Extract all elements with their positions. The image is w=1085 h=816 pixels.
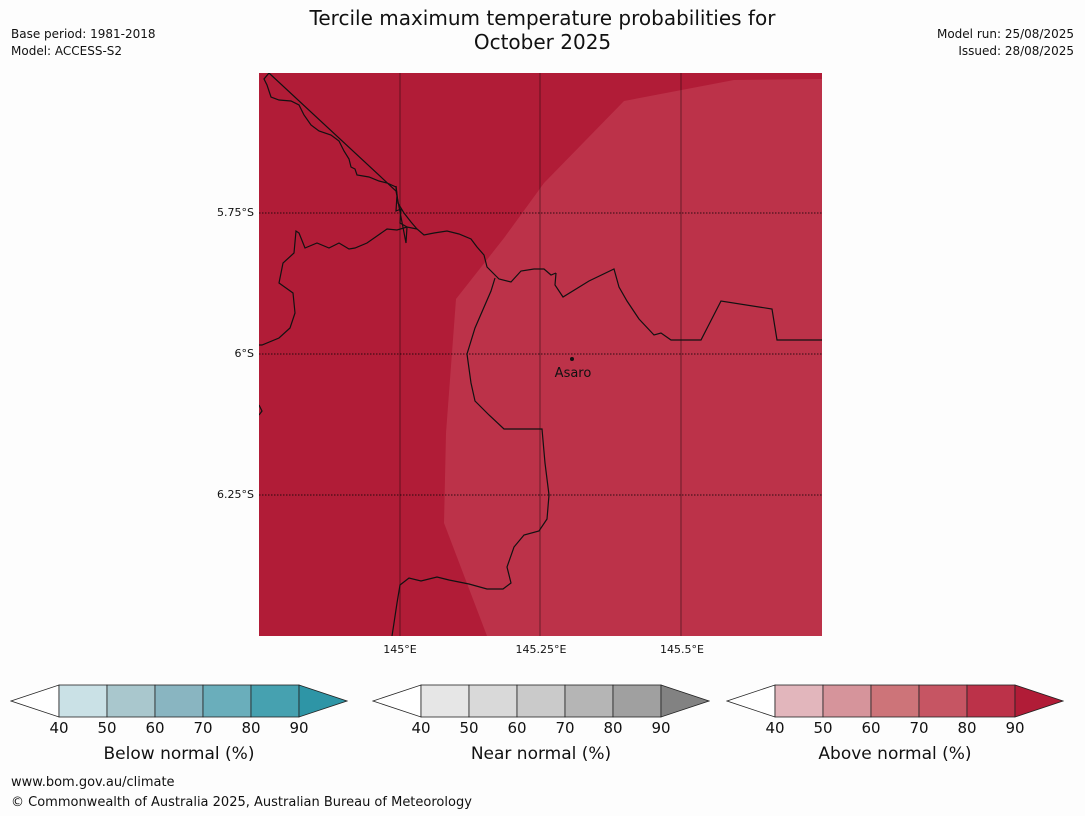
near-tick-50: 50 — [459, 719, 479, 737]
lat-label-6: 6°S — [234, 347, 254, 360]
below-normal-title: Below normal (%) — [103, 744, 255, 764]
near-ticks: 40 50 60 70 80 90 — [372, 719, 710, 737]
lower-probability-region — [444, 79, 822, 636]
near-swatch-40-50 — [420, 684, 470, 718]
near-swatch-50-60 — [468, 684, 518, 718]
footer-url[interactable]: www.bom.gov.au/climate — [11, 775, 175, 790]
above-tick-70: 70 — [909, 719, 929, 737]
below-tick-90: 90 — [289, 719, 309, 737]
above-swatch-high — [1014, 684, 1065, 718]
graticule — [259, 73, 822, 636]
colorbar-near-swatches — [371, 684, 711, 718]
colorbar-below-swatches — [9, 684, 349, 718]
below-swatch-70-80 — [202, 684, 252, 718]
meta-right: Model run: 25/08/2025 Issued: 28/08/2025 — [937, 26, 1074, 60]
near-tick-80: 80 — [603, 719, 623, 737]
colorbar-above-normal: 40 50 60 70 80 90 Above normal (%) — [725, 684, 1065, 764]
model-run-text: Model run: 25/08/2025 — [936, 27, 1074, 41]
below-swatch-50-60 — [106, 684, 156, 718]
above-normal-title: Above normal (%) — [818, 744, 972, 764]
above-swatch-80-90 — [966, 684, 1016, 718]
issued-text: Issued: 28/08/2025 — [958, 44, 1074, 58]
above-swatch-low — [725, 684, 776, 718]
asaro-marker — [570, 357, 574, 361]
near-swatch-low — [371, 684, 422, 718]
near-tick-40: 40 — [411, 719, 431, 737]
meta-left: Base period: 1981-2018 Model: ACCESS-S2 — [11, 26, 156, 60]
above-swatch-40-50 — [774, 684, 824, 718]
near-swatch-70-80 — [564, 684, 614, 718]
title-line-2: October 2025 — [473, 30, 612, 54]
asaro-label: Asaro — [555, 366, 592, 381]
above-tick-50: 50 — [813, 719, 833, 737]
near-normal-title: Near normal (%) — [470, 744, 612, 764]
near-swatch-60-70 — [516, 684, 566, 718]
colorbar-near-normal: 40 50 60 70 80 90 Near normal (%) — [371, 684, 711, 764]
border-upper-ridge — [395, 185, 557, 283]
above-tick-40: 40 — [765, 719, 785, 737]
above-tick-90: 90 — [1005, 719, 1025, 737]
below-tick-80: 80 — [241, 719, 261, 737]
border-west-edge — [259, 404, 263, 416]
below-swatch-40-50 — [58, 684, 108, 718]
above-tick-60: 60 — [861, 719, 881, 737]
below-swatch-60-70 — [154, 684, 204, 718]
below-swatch-80-90 — [250, 684, 300, 718]
lon-label-145-5: 145.5°E — [660, 643, 704, 656]
near-tick-70: 70 — [555, 719, 575, 737]
above-swatch-70-80 — [918, 684, 968, 718]
below-ticks: 40 50 60 70 80 90 — [10, 719, 348, 737]
border-east — [391, 277, 550, 636]
colorbar-below-normal: 40 50 60 70 80 90 Below normal (%) — [9, 684, 349, 764]
lon-label-145: 145°E — [383, 643, 417, 656]
lon-label-145-25: 145.25°E — [515, 643, 567, 656]
colorbar-above-swatches — [725, 684, 1065, 718]
above-ticks: 40 50 60 70 80 90 — [726, 719, 1064, 737]
probability-map: Asaro — [259, 73, 822, 636]
below-swatch-high — [298, 684, 349, 718]
above-swatch-50-60 — [822, 684, 872, 718]
province-borders — [259, 73, 822, 636]
near-tick-90: 90 — [651, 719, 671, 737]
above-swatch-60-70 — [870, 684, 920, 718]
below-tick-50: 50 — [97, 719, 117, 737]
lat-label-6-25: 6.25°S — [217, 488, 254, 501]
border-north-west — [263, 73, 408, 244]
below-tick-40: 40 — [49, 719, 69, 737]
below-swatch-low — [9, 684, 60, 718]
model-text: Model: ACCESS-S2 — [11, 44, 123, 58]
below-tick-70: 70 — [193, 719, 213, 737]
border-west-block — [259, 226, 418, 346]
footer-copyright: © Commonwealth of Australia 2025, Austra… — [11, 795, 472, 810]
border-central — [554, 268, 822, 341]
lat-label-5-75: 5.75°S — [217, 206, 254, 219]
below-tick-60: 60 — [145, 719, 165, 737]
near-swatch-high — [660, 684, 711, 718]
chart-title: Tercile maximum temperature probabilitie… — [0, 6, 1085, 54]
near-tick-60: 60 — [507, 719, 527, 737]
title-line-1: Tercile maximum temperature probabilitie… — [309, 6, 776, 30]
above-tick-80: 80 — [957, 719, 977, 737]
near-swatch-80-90 — [612, 684, 662, 718]
base-period-text: Base period: 1981-2018 — [11, 27, 156, 41]
